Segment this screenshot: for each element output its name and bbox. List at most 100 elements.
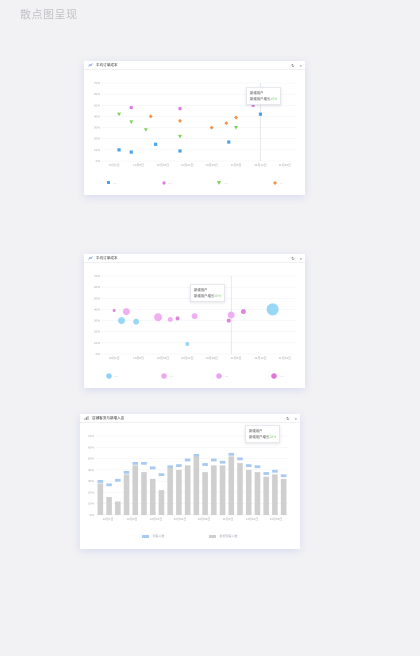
data-point (234, 115, 239, 120)
bar-new-visitors (149, 466, 156, 470)
data-bubble (185, 341, 190, 346)
data-point (178, 118, 182, 123)
data-bubble (167, 316, 173, 322)
y-tick-label: 50% (94, 103, 100, 107)
bar-new-visitors (167, 465, 173, 469)
legend-label: 新增到客人数 (219, 534, 238, 538)
x-tick-label: 10月8日 (133, 356, 144, 360)
close-icon[interactable]: × (294, 415, 297, 421)
refresh-icon[interactable]: ↻ (291, 62, 295, 68)
y-tick-label: 70% (94, 81, 100, 85)
bar-visitors (193, 456, 200, 515)
x-tick-label: 11月19日 (279, 163, 291, 167)
x-tick-label: 10月15日 (150, 517, 163, 521)
legend: — — — — (84, 181, 305, 185)
x-tick-label: 11月12日 (246, 517, 258, 521)
tooltip-label: 新增用户增长 (250, 97, 271, 101)
bar-new-visitors (123, 470, 130, 474)
bar-visitors (254, 472, 261, 515)
y-tick-label: 20% (94, 330, 100, 334)
bar-visitors (132, 465, 139, 515)
bar-visitors (211, 465, 217, 515)
data-point (143, 128, 148, 132)
page-title: 散点图呈现 (20, 9, 78, 21)
bar-visitors (158, 490, 165, 515)
data-point (117, 112, 122, 117)
x-tick-label: 10月15日 (157, 356, 170, 360)
tooltip-line: 新增用户增长15% (249, 434, 276, 440)
card-header: 平均订单成本 ↻ × (84, 254, 305, 263)
data-bubble (112, 309, 116, 313)
tooltip-label: 新增用户增长 (194, 294, 215, 298)
chart-tooltip: 新增用户 新增用户增长15% (245, 425, 281, 443)
chart-tooltip: 新增用户 新增用户增长15% (246, 87, 282, 105)
data-point (178, 149, 182, 153)
data-bubble (240, 309, 246, 315)
tooltip-line: 新增用户增长15% (194, 293, 221, 299)
legend-item[interactable]: — (106, 181, 117, 185)
close-icon[interactable]: × (299, 255, 302, 261)
x-tick-label: 11月19日 (279, 356, 291, 360)
legend-item[interactable]: — (161, 181, 172, 185)
x-tick-label: 10月1日 (109, 163, 120, 167)
legend-label: — (225, 374, 229, 378)
bar-new-visitors (228, 452, 235, 456)
chart-tooltip: 新增用户 新增用户增长15% (190, 284, 226, 302)
y-tick-label: 70% (94, 274, 100, 278)
x-tick-label: 10月8日 (133, 163, 144, 167)
y-tick-label: 60% (88, 445, 94, 449)
legend-item[interactable]: — (105, 373, 118, 379)
x-tick-label: 10月22日 (181, 356, 194, 360)
card-header: 平均订单成本 ↻ × (84, 61, 305, 70)
refresh-icon[interactable]: ↻ (291, 255, 295, 261)
legend-item[interactable]: — (216, 181, 228, 185)
close-icon[interactable]: × (299, 62, 302, 68)
data-point (129, 150, 133, 154)
legend: — — — — (84, 373, 305, 379)
bar-visitors (237, 463, 243, 515)
x-tick-label: 10月29日 (205, 356, 218, 360)
bar-visitors (245, 469, 252, 515)
legend-item[interactable]: — (216, 373, 228, 379)
scatter-plot: 0% 10% 20% 30% 40% 50% 60% 70% 10月1日 10月8日 10月15日 1… (94, 81, 297, 167)
bar-visitors (106, 496, 112, 515)
bar-new-visitors (97, 480, 104, 483)
x-tick-label: 11月5日 (223, 517, 234, 521)
y-tick-label: 0% (96, 352, 101, 356)
legend-item[interactable]: 新增到客人数 (209, 534, 238, 538)
data-point (224, 121, 229, 126)
bar-visitors (272, 474, 278, 515)
x-tick-label: 10月8日 (126, 517, 137, 521)
legend-item[interactable]: — (271, 373, 283, 379)
bar-new-visitors (237, 457, 243, 461)
legend-label: — (224, 181, 228, 185)
x-tick-label: 10月29日 (205, 163, 218, 167)
data-bubble (191, 313, 198, 320)
tooltip-line: 新增用户 (194, 288, 208, 292)
legend-item[interactable]: — (161, 373, 173, 379)
tooltip-change: 15% (214, 294, 222, 298)
chart-icon (88, 256, 93, 260)
bar-new-visitors (158, 473, 165, 477)
bar-visitors (202, 472, 208, 515)
data-bubble (118, 317, 125, 325)
refresh-icon[interactable]: ↻ (286, 415, 290, 421)
data-bubble (154, 313, 163, 322)
legend-item[interactable]: 到客人数 (142, 534, 165, 538)
y-tick-label: 50% (88, 457, 94, 461)
legend-label: 到客人数 (152, 534, 165, 538)
legend-item[interactable]: — (272, 181, 283, 185)
legend-label: — (168, 181, 172, 185)
y-tick-label: 20% (88, 490, 94, 494)
x-tick-label: 10月22日 (181, 163, 194, 167)
data-point (129, 105, 133, 110)
data-bubble (226, 318, 231, 323)
y-tick-label: 10% (94, 148, 100, 152)
bar-new-visitors (272, 469, 278, 473)
x-tick-label: 11月12日 (254, 356, 266, 360)
card-header: 店铺客流与新增入店 ↻ × (80, 414, 300, 423)
tooltip-line: 新增用户 (249, 429, 263, 433)
bar-new-visitors (176, 464, 182, 468)
legend-label: — (169, 374, 173, 378)
bar-new-visitors (184, 458, 191, 462)
